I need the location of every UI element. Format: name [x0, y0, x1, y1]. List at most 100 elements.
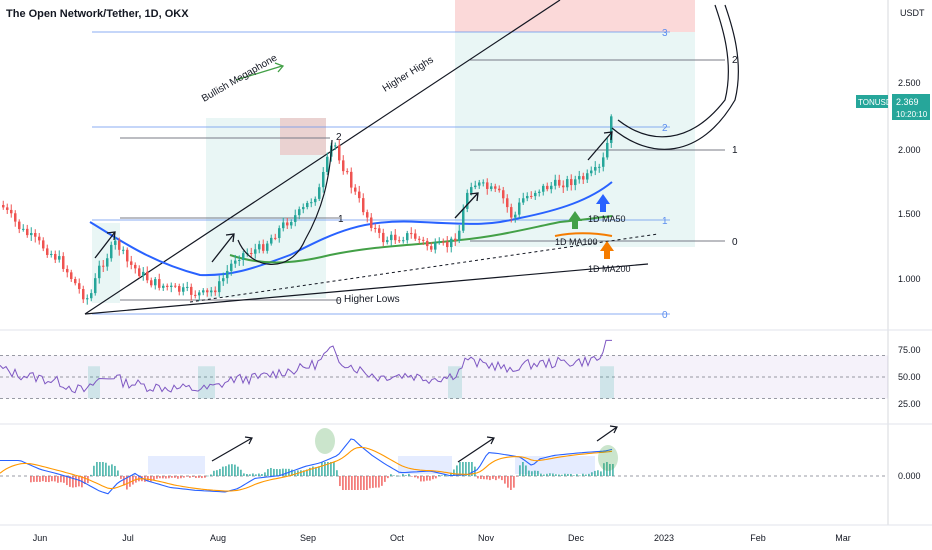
higher-lows-label: Higher Lows	[344, 294, 400, 305]
macd-histogram-bar	[300, 470, 302, 476]
macd-histogram-bar	[336, 470, 338, 476]
candle-body	[206, 290, 209, 293]
candle-body	[14, 213, 17, 222]
macd-histogram-bar	[45, 476, 47, 483]
candle-body	[94, 278, 97, 294]
macd-histogram-bar	[519, 465, 521, 476]
candle-body	[266, 243, 269, 251]
candle-body	[274, 237, 277, 239]
rsi-line	[0, 339, 612, 394]
target-box-sep	[280, 118, 326, 155]
macd-histogram-bar	[462, 462, 464, 476]
macd-cross-circle	[315, 428, 335, 454]
macd-histogram-bar	[78, 476, 80, 487]
macd-histogram-bar	[261, 474, 263, 476]
candle-body	[170, 285, 173, 288]
macd-histogram-bar	[66, 476, 68, 486]
megaphone-arrow-head	[274, 62, 285, 73]
macd-histogram-bar	[441, 475, 443, 476]
candle-body	[86, 298, 89, 300]
candle-body	[18, 221, 21, 230]
candle-body	[598, 166, 601, 168]
candle-body	[242, 253, 245, 260]
fib-label-0: 0	[662, 310, 668, 321]
arrow-aug	[211, 233, 235, 263]
macd-histogram-bar	[306, 469, 308, 476]
candle-body	[166, 285, 169, 288]
price-tick-label: 1.500	[898, 209, 921, 219]
rsi-highlight-box	[88, 366, 100, 399]
macd-histogram-bar	[330, 462, 332, 476]
candle-body	[122, 249, 125, 251]
higher-lows-trendline[interactable]	[84, 263, 649, 315]
candle-body	[238, 259, 241, 261]
macd-histogram-bar	[351, 476, 353, 490]
candle-body	[474, 185, 477, 188]
macd-tick-label: 0.000	[898, 471, 921, 481]
macd-histogram-bar	[363, 476, 365, 490]
macd-histogram-bar	[255, 474, 257, 476]
candle-body	[162, 285, 165, 288]
macd-histogram-bar	[525, 465, 527, 476]
macd-histogram-bar	[315, 467, 317, 476]
macd-histogram-bar	[276, 469, 278, 476]
candle-body	[214, 290, 217, 293]
macd-histogram-bar	[249, 474, 251, 476]
macd-histogram-bar	[228, 464, 230, 476]
macd-pane[interactable]: 0.000	[0, 425, 921, 495]
candle-body	[74, 279, 77, 284]
candle-body	[434, 242, 437, 250]
rsi-highlight-box	[600, 366, 614, 399]
macd-histogram-bar	[309, 467, 311, 476]
time-tick-label: Jul	[122, 533, 134, 543]
candle-body	[254, 249, 257, 254]
macd-histogram-bar	[75, 476, 77, 488]
macd-histogram-bar	[312, 466, 314, 476]
candle-body	[414, 233, 417, 239]
macd-histogram-bar	[39, 476, 41, 482]
macd-histogram-bar	[582, 473, 584, 476]
proj-label-1-left: 1	[338, 214, 344, 225]
time-tick-label: Jun	[33, 533, 48, 543]
range-box-aug	[206, 118, 326, 298]
ticker-label: TONUSDT	[858, 98, 897, 107]
macd-histogram-bar	[480, 476, 482, 480]
time-axis[interactable]: Jun Jul Aug Sep Oct Nov Dec 2023 Feb Mar	[33, 533, 851, 543]
countdown-value: 10:20:10	[896, 110, 928, 119]
candle-body	[326, 156, 329, 172]
macd-histogram-bar	[600, 471, 602, 476]
candle-body	[130, 261, 133, 265]
candle-body	[558, 179, 561, 186]
macd-histogram-bar	[345, 476, 347, 490]
candle-body	[298, 209, 301, 216]
proj-label-0-right: 0	[732, 237, 738, 248]
price-axis-ticks[interactable]: 2.500 2.000 1.500 1.000	[898, 78, 921, 284]
macd-histogram-bar	[192, 476, 194, 477]
candle-body	[118, 240, 121, 250]
higher-highs-trendline[interactable]	[84, 0, 561, 315]
candle-body	[426, 240, 429, 247]
fib-label-3: 3	[662, 28, 668, 39]
macd-histogram-bar	[30, 476, 32, 483]
candle-body	[582, 176, 585, 180]
macd-histogram-bar	[123, 476, 125, 486]
macd-histogram-bar	[513, 476, 515, 488]
macd-histogram-bar	[270, 467, 272, 476]
macd-histogram-bar	[147, 476, 149, 482]
macd-histogram-bar	[420, 476, 422, 482]
macd-histogram-bar	[522, 462, 524, 476]
ma200-callout	[600, 241, 614, 259]
macd-histogram-bar	[258, 473, 260, 476]
rsi-pane[interactable]: 75.00 50.00 25.00	[0, 339, 921, 409]
candle-body	[182, 287, 185, 292]
arrow-jun	[94, 231, 116, 259]
candle-body	[178, 286, 181, 292]
candle-body	[110, 244, 113, 259]
candle-body	[346, 171, 349, 173]
macd-histogram-bar	[72, 476, 74, 488]
candlestick-series[interactable]	[2, 114, 613, 305]
candle-body	[358, 191, 361, 199]
macd-highlight-box	[148, 456, 205, 474]
candle-body	[186, 286, 189, 288]
